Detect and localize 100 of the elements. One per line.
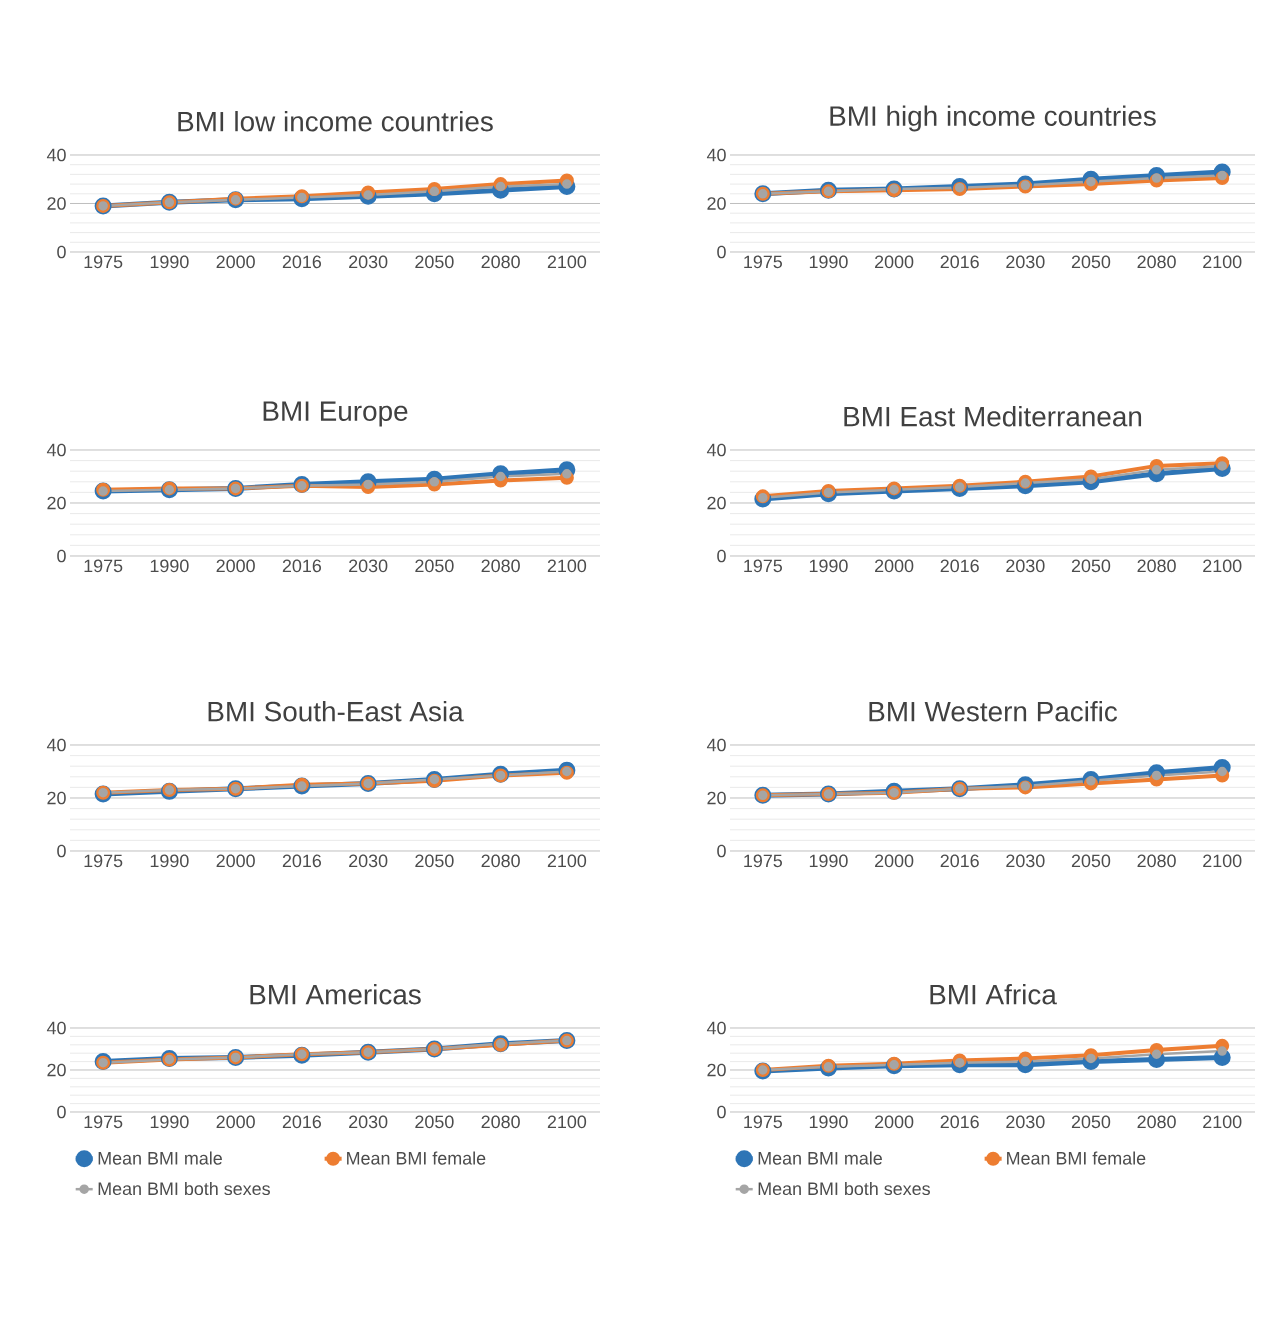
y-tick-label: 0 [717,844,726,858]
y-tick-label: 0 [57,1105,66,1119]
x-tick-label: 2000 [875,559,914,573]
x-tick-label: 2050 [1071,854,1111,868]
y-tick-label: 40 [706,443,726,457]
x-tick-label: 2030 [1006,854,1045,868]
x-tick-label: 1975 [84,854,123,868]
x-tick-label: 2080 [1137,854,1176,868]
chart-title: BMI Americas [250,984,421,1005]
x-tick-label: 2080 [481,559,520,573]
y-tick-label: 0 [717,1105,726,1119]
chart-title: BMI high income countries [830,105,1156,132]
chart-title: BMI East Mediterranean [844,406,1142,427]
chart-title: BMI South-East Asia [208,701,464,722]
chart-title: BMI Western Pacific [869,701,1118,722]
x-tick-label: 2000 [875,1115,914,1129]
x-tick-label: 2080 [1137,559,1176,573]
chart-title: BMI Africa [930,984,1057,1005]
x-tick-label: 2000 [216,255,255,269]
x-tick-label: 2030 [349,255,388,269]
y-tick-label: 0 [717,549,726,563]
x-tick-label: 2100 [1203,255,1242,269]
x-tick-label: 2016 [282,255,322,269]
y-tick-label: 0 [57,549,66,563]
x-tick-label: 1975 [84,559,123,573]
y-tick-label: 40 [706,148,726,162]
x-tick-label: 2030 [349,559,388,573]
x-tick-label: 2016 [282,854,322,868]
y-tick-label: 20 [707,791,726,805]
x-tick-label: 2050 [1071,559,1111,573]
x-tick-label: 2080 [1137,255,1176,269]
x-tick-label: 2000 [216,854,255,868]
x-tick-label: 2016 [940,255,979,269]
x-tick-label: 1990 [809,559,848,573]
x-tick-label: 2050 [1071,1115,1111,1129]
y-tick-label: 40 [706,1021,726,1035]
x-tick-label: 2080 [481,854,520,868]
x-tick-label: 1990 [150,854,189,868]
chart-title: BMI Europe [263,401,408,427]
x-tick-label: 2000 [875,854,914,868]
x-tick-label: 2030 [349,1115,388,1129]
x-tick-label: 1990 [150,1115,189,1129]
x-tick-label: 2000 [875,255,914,269]
y-tick-label: 20 [47,496,66,510]
y-tick-label: 20 [707,496,726,510]
x-tick-label: 2100 [1203,1115,1242,1129]
x-tick-label: 2016 [940,854,979,868]
x-tick-label: 1975 [84,255,123,269]
x-tick-label: 1990 [150,255,189,269]
x-tick-label: 2050 [415,854,454,868]
x-tick-label: 1975 [744,854,783,868]
y-tick-label: 20 [707,1063,726,1077]
x-tick-label: 2030 [1006,255,1045,269]
x-tick-label: 2000 [216,559,255,573]
x-tick-label: 1990 [809,1115,848,1129]
x-tick-label: 1990 [809,255,848,269]
y-tick-label: 20 [707,197,726,210]
x-tick-label: 2100 [547,1115,587,1129]
x-tick-label: 2016 [940,1115,979,1129]
x-tick-label: 2050 [415,1115,454,1129]
x-tick-label: 2080 [481,1115,520,1129]
y-tick-label: 0 [57,245,66,259]
y-tick-label: 20 [47,197,66,210]
legend-label: Mean BMI female [347,1151,486,1165]
legend-label: Mean BMI female [1007,1151,1146,1165]
x-tick-label: 2100 [1203,854,1242,868]
x-tick-label: 2050 [415,559,454,573]
x-tick-label: 1975 [744,1115,783,1129]
y-tick-label: 40 [46,443,66,457]
x-tick-label: 1975 [84,1115,123,1129]
x-tick-label: 1975 [744,559,783,573]
x-tick-label: 1990 [150,559,189,573]
y-tick-label: 0 [717,245,726,259]
x-tick-label: 2030 [1006,559,1045,573]
x-tick-label: 2050 [1071,255,1111,269]
x-tick-label: 2100 [1203,559,1242,573]
x-tick-label: 2080 [481,255,520,269]
x-tick-label: 2030 [1006,1115,1045,1129]
legend-label: Mean BMI male [98,1151,222,1165]
legend-label: Mean BMI both sexes [98,1181,270,1196]
y-tick-label: 40 [46,148,66,162]
x-tick-label: 1990 [809,854,848,868]
x-tick-label: 2050 [415,255,454,269]
x-tick-label: 2100 [547,559,587,573]
x-tick-label: 2100 [547,854,587,868]
x-tick-label: 2016 [282,1115,322,1129]
y-tick-label: 20 [47,1063,66,1077]
y-tick-label: 40 [46,738,66,752]
x-tick-label: 2016 [940,559,979,573]
x-tick-label: 1975 [744,255,783,269]
chart-title: BMI low income countries [178,111,493,132]
x-tick-label: 2030 [349,854,388,868]
y-tick-label: 0 [57,844,66,858]
x-tick-label: 2000 [216,1115,255,1129]
y-tick-label: 40 [706,738,726,752]
legend-label: Mean BMI male [758,1151,882,1165]
y-tick-label: 20 [47,791,66,805]
y-tick-label: 40 [46,1021,66,1035]
x-tick-label: 2080 [1137,1115,1176,1129]
x-tick-label: 2100 [547,255,587,269]
